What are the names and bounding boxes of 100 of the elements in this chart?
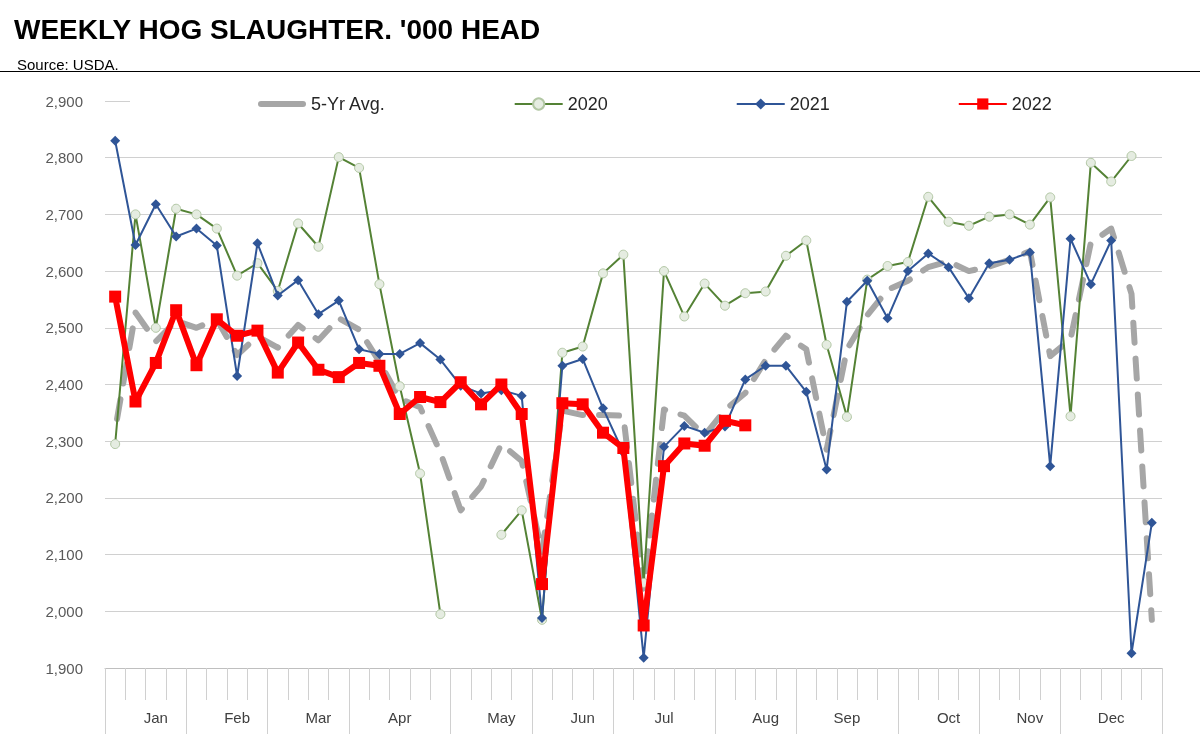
x-tick-label: Jan: [143, 709, 168, 726]
point: [515, 407, 528, 420]
point: [129, 395, 142, 408]
point: [415, 338, 426, 349]
point: [637, 619, 650, 632]
point: [393, 407, 406, 420]
point: [434, 396, 447, 409]
point: [718, 414, 731, 427]
x-tick-label: Mar: [305, 709, 332, 726]
point: [272, 290, 283, 301]
y-tick-label: 2,800: [45, 149, 83, 167]
point: [598, 403, 609, 414]
point: [475, 398, 488, 411]
point: [211, 240, 222, 251]
point: [739, 419, 752, 432]
x-tick-label: Sep: [833, 709, 861, 726]
point: [1065, 233, 1076, 244]
x-tick-label: Apr: [388, 709, 412, 726]
y-tick-label: 1,900: [45, 659, 83, 677]
point: [190, 359, 203, 372]
point: [109, 290, 122, 303]
point: [435, 354, 446, 365]
chart-title: WEEKLY HOG SLAUGHTER. '000 HEAD: [14, 13, 541, 45]
point: [149, 356, 162, 369]
x-tick-label: Nov: [1016, 709, 1044, 726]
point: [354, 344, 365, 355]
point: [923, 248, 934, 259]
point: [760, 360, 771, 371]
point: [1126, 648, 1137, 659]
point: [1106, 235, 1117, 246]
y-tick-label: 2,000: [45, 602, 83, 620]
legend-label: 2022: [1011, 94, 1052, 114]
point: [313, 309, 324, 320]
point: [556, 397, 569, 410]
point: [841, 296, 852, 307]
point: [171, 231, 182, 242]
y-tick-label: 2,500: [45, 319, 83, 337]
point: [516, 390, 527, 401]
point: [191, 223, 202, 234]
point: [1146, 517, 1157, 528]
source-note: Source: USDA.: [17, 56, 119, 73]
x-tick-label: Jul: [654, 709, 674, 726]
point: [1024, 247, 1035, 258]
legend-label: 2020: [567, 94, 608, 114]
y-tick-label: 2,200: [45, 489, 83, 507]
point: [699, 427, 710, 438]
point: [333, 295, 344, 306]
x-tick-label: May: [487, 709, 517, 726]
y-tick-label: 2,300: [45, 432, 83, 450]
point: [1085, 279, 1096, 290]
point: [170, 304, 183, 317]
point: [882, 313, 893, 324]
point: [130, 240, 141, 251]
point: [292, 336, 305, 349]
point: [1045, 461, 1056, 472]
point: [963, 293, 974, 304]
point: [374, 348, 385, 359]
point: [801, 386, 812, 397]
point: [740, 374, 751, 385]
point: [414, 390, 427, 403]
point: [495, 378, 508, 391]
point: [943, 262, 954, 273]
point: [110, 135, 121, 146]
point: [251, 324, 264, 337]
point: [536, 578, 549, 591]
y-tick-label: 2,600: [45, 262, 83, 280]
point: [577, 353, 588, 364]
point: [780, 360, 791, 371]
x-tick-label: Oct: [936, 709, 962, 726]
point: [271, 366, 284, 379]
x-tick-label: Dec: [1097, 709, 1126, 726]
point: [557, 360, 568, 371]
point: [394, 348, 405, 359]
point: [597, 426, 610, 439]
point: [576, 398, 589, 411]
x-tick-label: Jun: [570, 709, 595, 726]
point: [638, 652, 649, 663]
legend-label: 5-Yr Avg.: [311, 94, 385, 114]
point: [1004, 254, 1015, 265]
point: [353, 356, 366, 369]
y-tick-label: 2,400: [45, 376, 83, 393]
y-tick-label: 2,100: [45, 546, 83, 564]
x-tick-label: Aug: [752, 709, 779, 726]
point: [373, 359, 386, 372]
point: [231, 329, 244, 342]
y-tick-label: 2,700: [45, 205, 83, 223]
point: [658, 441, 669, 452]
point: [210, 313, 223, 326]
point: [679, 420, 690, 431]
x-tick-label: Feb: [224, 709, 251, 726]
point: [150, 199, 161, 210]
point: [657, 460, 670, 473]
legend-label: 2021: [789, 94, 830, 114]
point: [332, 371, 345, 384]
point: [984, 258, 995, 269]
y-tick-label: 2,900: [45, 92, 83, 110]
point: [293, 275, 304, 286]
point: [902, 266, 913, 277]
point: [698, 439, 711, 452]
point: [678, 437, 691, 450]
